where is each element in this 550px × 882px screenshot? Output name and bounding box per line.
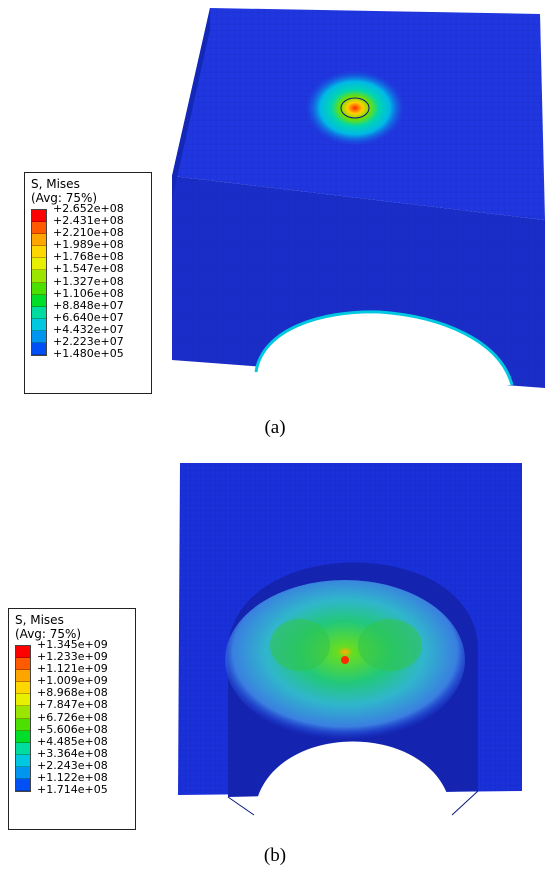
stress-zone-a — [305, 70, 405, 146]
swatch — [32, 270, 46, 283]
scale-row: +2.431e+08 — [31, 215, 145, 233]
legend-a: S, Mises (Avg: 75%) +2.652e+08 +2.431e+0… — [24, 172, 152, 394]
scale-value: +1.547e+08 — [53, 262, 124, 276]
scale-row: +1.547e+08 — [31, 263, 145, 281]
swatch — [16, 754, 30, 767]
scale-value: +6.726e+08 — [37, 710, 108, 724]
scale-row: +1.989e+08 — [31, 239, 145, 257]
swatch — [32, 258, 46, 271]
swatch — [32, 294, 46, 307]
legend-b: S, Mises (Avg: 75%) +1.345e+09 +1.233e+0… — [8, 608, 136, 830]
scale-value: +1.989e+08 — [53, 238, 124, 252]
legend-title: S, Mises — [31, 177, 80, 191]
swatch — [32, 222, 46, 235]
scale-row: +2.243e+08 — [15, 759, 129, 778]
scale-row: +1.122e+08 — [15, 772, 129, 790]
swatch — [32, 343, 46, 356]
color-scale: +1.345e+09 +1.233e+09 +1.121e+09 +1.009e… — [15, 639, 129, 802]
scale-row: +8.848e+07 — [31, 299, 145, 318]
swatch — [16, 766, 30, 780]
swatch — [16, 718, 30, 731]
scale-row: +1.768e+08 — [31, 251, 145, 269]
scale-row: +7.847e+08 — [15, 699, 129, 717]
swatch — [16, 670, 30, 683]
swatch — [32, 234, 46, 247]
tunnel-opening — [256, 311, 512, 385]
swatch — [16, 779, 30, 792]
legend-subtitle: (Avg: 75%) — [31, 191, 98, 205]
side-face — [172, 8, 210, 200]
scale-value: +6.640e+07 — [53, 310, 124, 324]
panel-a: S, Mises (Avg: 75%) +2.652e+08 +2.431e+0… — [24, 8, 545, 438]
swatch — [16, 730, 30, 743]
caption-b: (b) — [263, 845, 287, 866]
swatch — [16, 646, 30, 659]
scale-row: +4.432e+07 — [31, 323, 145, 342]
legend-title: S, Mises — [15, 613, 64, 627]
scale-row: +1.480e+05 — [31, 348, 145, 366]
scale-row: +2.652e+08 — [31, 203, 145, 221]
tunnel-opening — [254, 741, 452, 882]
color-scale: +2.652e+08 +2.431e+08 +2.210e+08 +1.989e… — [31, 203, 145, 366]
swatch — [16, 706, 30, 719]
swatch — [32, 330, 46, 344]
scale-value: +3.364e+08 — [37, 746, 108, 760]
scale-value: +5.606e+08 — [37, 722, 108, 736]
fe-model-a — [172, 8, 545, 388]
swatch — [16, 694, 30, 707]
swatch — [32, 306, 46, 319]
swatch — [32, 210, 46, 223]
scale-value: +1.345e+09 — [37, 638, 108, 651]
scale-value: +1.480e+05 — [53, 347, 124, 361]
swatch — [32, 246, 46, 259]
scale-value: +2.243e+08 — [37, 758, 108, 772]
scale-value: +1.121e+09 — [37, 662, 108, 676]
swatch — [16, 682, 30, 695]
scale-value: +2.652e+08 — [53, 202, 124, 215]
scale-row: +1.714e+05 — [15, 784, 129, 802]
scale-row: +4.485e+08 — [15, 735, 129, 754]
scale-row: +1.106e+08 — [31, 287, 145, 306]
scale-row: +1.009e+09 — [15, 675, 129, 693]
scale-row: +1.327e+08 — [31, 275, 145, 294]
scale-row: +2.223e+07 — [31, 336, 145, 354]
scale-value: +8.968e+08 — [37, 686, 108, 700]
scale-value: +1.009e+09 — [37, 674, 108, 688]
swatch — [16, 742, 30, 755]
fe-model-b — [178, 463, 522, 882]
scale-value: +2.210e+08 — [53, 226, 124, 240]
scale-value: +4.432e+07 — [53, 322, 124, 336]
scale-row: +3.364e+08 — [15, 747, 129, 766]
scale-value: +7.847e+08 — [37, 698, 108, 712]
color-bar — [31, 209, 47, 357]
scale-value: +1.106e+08 — [53, 286, 124, 300]
swatch — [16, 658, 30, 671]
scale-value: +2.431e+08 — [53, 214, 124, 228]
scale-row: +2.210e+08 — [31, 227, 145, 245]
scale-row: +1.233e+09 — [15, 651, 129, 669]
scale-row: +5.606e+08 — [15, 723, 129, 742]
scale-value: +1.768e+08 — [53, 250, 124, 264]
scale-value: +1.122e+08 — [37, 771, 108, 785]
panel-b: S, Mises (Avg: 75%) +1.345e+09 +1.233e+0… — [0, 455, 550, 882]
scale-value: +8.848e+07 — [53, 298, 124, 312]
legend-subtitle: (Avg: 75%) — [15, 627, 82, 641]
scale-value: +1.233e+09 — [37, 650, 108, 664]
scale-value: +2.223e+07 — [53, 335, 124, 349]
scale-row: +6.640e+07 — [31, 311, 145, 330]
swatch — [32, 318, 46, 331]
scale-value: +4.485e+08 — [37, 734, 108, 748]
color-bar — [15, 645, 31, 793]
scale-row: +1.345e+09 — [15, 639, 129, 657]
scale-row: +6.726e+08 — [15, 711, 129, 730]
scale-row: +8.968e+08 — [15, 687, 129, 705]
caption-a: (a) — [264, 417, 286, 438]
scale-row: +1.121e+09 — [15, 663, 129, 681]
scale-value: +1.714e+05 — [37, 783, 108, 797]
scale-value: +1.327e+08 — [53, 274, 124, 288]
swatch — [32, 282, 46, 295]
